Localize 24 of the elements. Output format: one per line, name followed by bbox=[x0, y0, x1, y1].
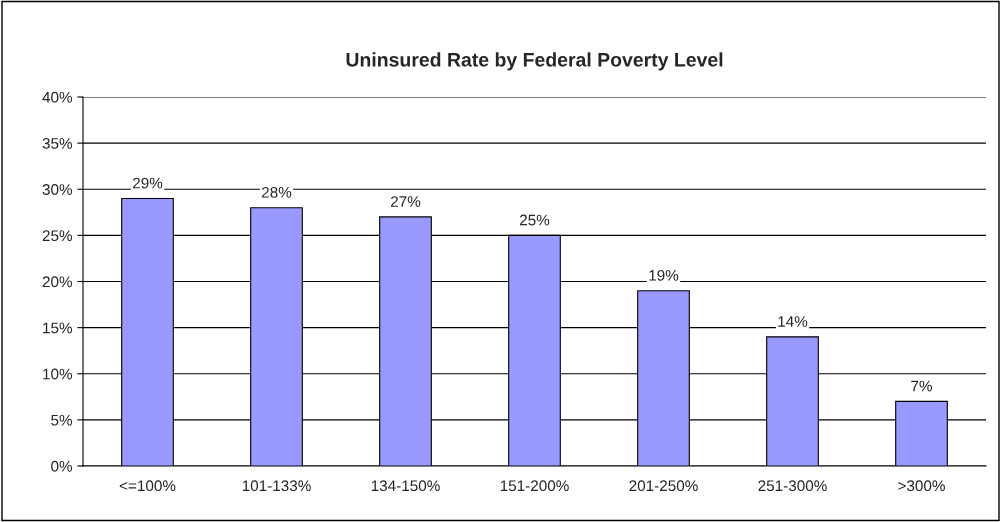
y-tick-label: 40% bbox=[42, 91, 73, 103]
x-tick-label: 251-300% bbox=[758, 480, 827, 492]
y-tick-label: 0% bbox=[51, 460, 73, 472]
x-tick-label: 151-200% bbox=[500, 480, 569, 492]
x-tick-label: 201-250% bbox=[629, 480, 698, 492]
x-tick-label: 101-133% bbox=[242, 480, 311, 492]
data-label: 27% bbox=[390, 196, 421, 207]
data-label: 7% bbox=[911, 380, 932, 392]
y-tick-label: 15% bbox=[43, 322, 73, 334]
y-tick-label: 25% bbox=[42, 230, 73, 242]
data-label: 28% bbox=[261, 186, 292, 198]
chart-title: Uninsured Rate by Federal Poverty Level bbox=[346, 52, 723, 71]
y-tick-label: 35% bbox=[42, 137, 73, 149]
data-label: 19% bbox=[649, 269, 679, 281]
x-tick-label: 134-150% bbox=[371, 480, 440, 492]
data-label: 25% bbox=[519, 214, 550, 226]
y-tick-label: 5% bbox=[51, 414, 73, 426]
x-tick-label: >300% bbox=[898, 480, 945, 492]
y-tick-label: 30% bbox=[42, 184, 73, 195]
y-tick-label: 10% bbox=[43, 368, 73, 380]
data-label: 29% bbox=[132, 177, 163, 189]
data-label: 14% bbox=[778, 316, 808, 327]
y-tick-label: 20% bbox=[42, 276, 73, 288]
x-tick-label: <=100% bbox=[119, 480, 176, 492]
